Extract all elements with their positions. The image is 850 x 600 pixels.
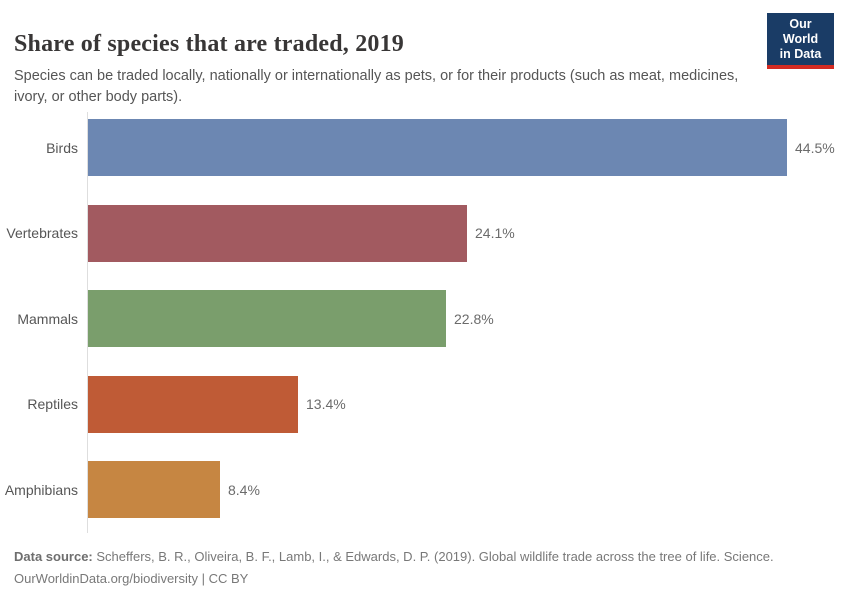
chart-header: Share of species that are traded, 2019 S… bbox=[0, 0, 850, 112]
bar-chart: Birds 44.5% Vertebrates 24.1% Mammals 22.8% Re… bbox=[0, 112, 850, 533]
value-label: 24.1% bbox=[475, 225, 515, 241]
bar-track: 24.1% bbox=[88, 204, 850, 262]
category-label: Amphibians bbox=[4, 481, 78, 498]
value-label: 13.4% bbox=[306, 396, 346, 412]
owid-logo-line2: in Data bbox=[779, 47, 822, 61]
bar-track: 44.5% bbox=[88, 119, 850, 176]
license-line: OurWorldinData.org/biodiversity | CC BY bbox=[14, 571, 249, 586]
y-axis-line bbox=[87, 112, 88, 533]
value-label: 44.5% bbox=[795, 139, 835, 156]
bar[interactable] bbox=[88, 204, 467, 262]
chart-title: Share of species that are traded, 2019 bbox=[14, 31, 405, 58]
source-label: Data source: bbox=[14, 549, 93, 564]
source-line: Data source: Scheffers, B. R., Oliveira,… bbox=[14, 546, 836, 568]
chart-footer: Data source: Scheffers, B. R., Oliveira,… bbox=[14, 546, 836, 590]
chart-subtitle: Species can be traded locally, nationall… bbox=[14, 67, 739, 105]
bar[interactable] bbox=[88, 375, 298, 433]
category-label: Vertebrates bbox=[6, 225, 78, 241]
category-label: Birds bbox=[46, 139, 78, 156]
bar-rows: Birds 44.5% Vertebrates 24.1% Mammals 22.8% Re… bbox=[0, 119, 850, 518]
source-text: Scheffers, B. R., Oliveira, B. F., Lamb,… bbox=[92, 549, 774, 564]
bar-row: Amphibians 8.4% bbox=[0, 461, 850, 518]
owid-logo-line1: Our World bbox=[782, 17, 819, 46]
bar-track: 22.8% bbox=[88, 290, 850, 347]
bar-row: Reptiles 13.4% bbox=[0, 375, 850, 433]
bar-row: Mammals 22.8% bbox=[0, 290, 850, 347]
category-label: Mammals bbox=[17, 310, 78, 327]
owid-logo: Our World in Data bbox=[767, 13, 834, 69]
bar-row: Vertebrates 24.1% bbox=[0, 204, 850, 262]
value-label: 8.4% bbox=[228, 481, 260, 498]
category-label: Reptiles bbox=[27, 396, 78, 412]
bar[interactable] bbox=[88, 461, 220, 518]
bar[interactable] bbox=[88, 290, 446, 347]
bar-row: Birds 44.5% bbox=[0, 119, 850, 176]
bar[interactable] bbox=[88, 119, 787, 176]
value-label: 22.8% bbox=[454, 310, 494, 327]
bar-track: 13.4% bbox=[88, 375, 850, 433]
bar-track: 8.4% bbox=[88, 461, 850, 518]
